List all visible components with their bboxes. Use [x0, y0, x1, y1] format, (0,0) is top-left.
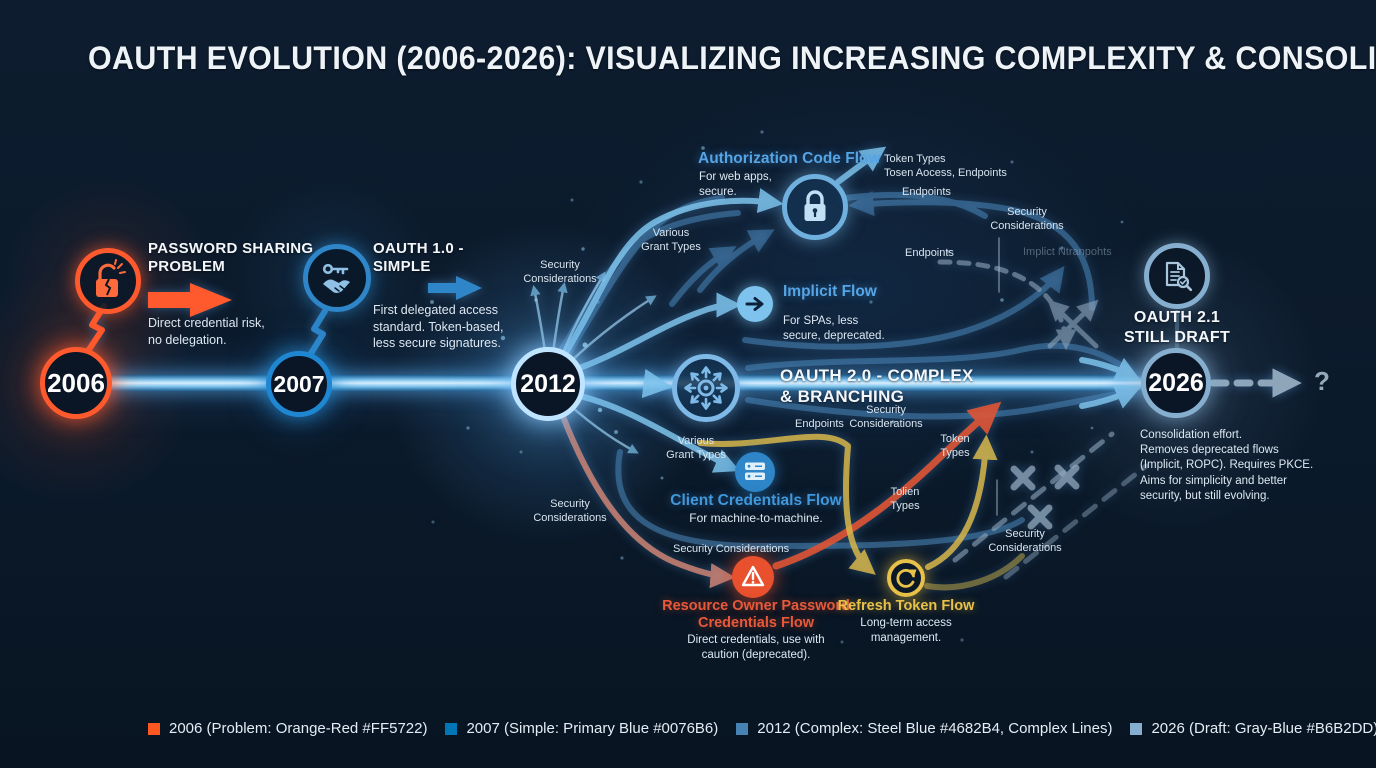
refresh-token-circle	[887, 559, 925, 597]
auth-code-circle	[782, 174, 848, 240]
milestone-2007-title: OAUTH 1.0 - SIMPLE	[373, 240, 464, 276]
milestone-2006-desc: Direct credential risk, no delegation.	[148, 316, 265, 347]
label-implicit-faded: Implict Ntranpohts	[1023, 246, 1112, 258]
flow-title-implicit: Implicit Flow	[783, 283, 877, 300]
legend-label-2007: 2007 (Simple: Primary Blue #0076B6)	[466, 720, 719, 737]
legend-label-2026: 2026 (Draft: Gray-Blue #B6B2DD)	[1151, 720, 1376, 737]
label-security-considerations: Security Considerations	[988, 528, 1062, 555]
warning-icon	[741, 565, 765, 587]
timeline-node-2012: 2012	[511, 347, 585, 421]
oauth1-arrow-icon	[428, 276, 482, 300]
broken-lock-icon	[96, 259, 126, 297]
timeline-node-2007: 2007	[266, 351, 332, 417]
icon-circle-2006	[75, 248, 141, 314]
legend-label-2006: 2006 (Problem: Orange-Red #FF5722)	[169, 720, 428, 737]
implicit-flow-circle	[737, 286, 773, 322]
year-2007: 2007	[273, 370, 325, 397]
lock-icon	[804, 190, 826, 221]
flow-desc-ropc: Direct credentials, use with caution (de…	[687, 634, 825, 662]
legend-swatch-2006	[148, 722, 160, 735]
legend-swatch-2007	[445, 722, 458, 735]
legend-swatch-2012	[736, 722, 749, 735]
year-2006: 2006	[47, 367, 105, 398]
flow-title-auth-code: Authorization Code Flow	[698, 150, 881, 167]
label-security-considerations: Security Considerations	[849, 404, 923, 431]
year-2026: 2026	[1148, 368, 1204, 397]
icon-circle-2026	[1144, 243, 1210, 309]
client-credentials-circle	[735, 452, 775, 492]
label-token-types-stacked: Token Types	[940, 433, 970, 460]
year-2012: 2012	[520, 369, 576, 398]
connector-2007	[307, 308, 328, 358]
legend-swatch-2026	[1130, 722, 1143, 735]
label-endpoints: Endpoints	[902, 186, 951, 198]
gear-branch-icon	[684, 366, 728, 410]
refresh-icon	[896, 569, 917, 588]
label-token-access-endpoints: Tosen Aocess, Endpoints	[884, 167, 1007, 179]
label-token-types: Token Types	[884, 153, 946, 165]
legend-item-2007: 2007 (Simple: Primary Blue #0076B6)	[445, 720, 718, 737]
timeline-bar	[76, 375, 1176, 391]
label-security-considerations: Security Considerations	[533, 498, 607, 525]
label-various-grant-types: Various Grant Types	[641, 227, 701, 254]
server-icon	[745, 462, 765, 480]
flow-desc-auth-code: For web apps, secure.	[699, 171, 772, 199]
future-question-mark: ?	[1314, 366, 1330, 396]
legend-item-2026: 2026 (Draft: Gray-Blue #B6B2DD)	[1130, 720, 1376, 737]
hub-circle-2012	[672, 354, 740, 422]
arrow-right-icon	[745, 297, 764, 311]
label-endpoints: Endpoints	[795, 418, 844, 430]
flow-desc-implicit: For SPAs, less secure, deprecated.	[783, 315, 885, 343]
label-security-considerations: Security Considerations	[990, 206, 1064, 233]
timeline-node-2006: 2006	[40, 347, 112, 419]
milestone-2026-title: OAUTH 2.1 STILL DRAFT	[1123, 309, 1231, 346]
timeline-node-2026: 2026	[1141, 348, 1211, 418]
milestone-2012-title: OAUTH 2.0 - COMPLEX & BRANCHING	[780, 366, 974, 406]
legend-label-2012: 2012 (Complex: Steel Blue #4682B4, Compl…	[757, 720, 1113, 737]
flow-desc-client-credentials: For machine-to-machine.	[689, 511, 823, 525]
flow-desc-refresh: Long-term access management.	[860, 617, 952, 645]
milestone-2006-title: PASSWORD SHARING PROBLEM	[148, 240, 314, 276]
problem-arrow-icon	[148, 283, 232, 317]
draft-doc-icon	[1165, 261, 1193, 292]
label-endpoints: Endpoints	[905, 247, 954, 259]
milestone-2026-desc: Consolidation effort. Removes deprecated…	[1140, 429, 1314, 502]
label-security-considerations: Security Considerations	[523, 259, 597, 286]
legend-item-2012: 2012 (Complex: Steel Blue #4682B4, Compl…	[736, 720, 1112, 737]
flow-title-refresh: Refresh Token Flow	[837, 598, 975, 614]
key-handshake-icon	[322, 263, 350, 293]
flow-title-ropc: Resource Owner Password Credentials Flow	[662, 598, 850, 632]
ropc-warning-circle	[732, 556, 774, 598]
x-mark-icons	[1010, 464, 1080, 530]
label-security-considerations-inline: Security Considerations	[673, 543, 790, 555]
legend: 2006 (Problem: Orange-Red #FF5722) 2007 …	[148, 720, 1376, 737]
milestone-2007-desc: First delegated access standard. Token-b…	[373, 303, 504, 350]
icon-circle-2007	[303, 244, 371, 312]
legend-item-2006: 2006 (Problem: Orange-Red #FF5722)	[148, 720, 427, 737]
page-title: OAUTH EVOLUTION (2006-2026): VISUALIZING…	[88, 40, 1376, 76]
label-various-grant-types: Various Grant Types	[666, 435, 726, 462]
flow-title-client-credentials: Client Credentials Flow	[670, 492, 842, 509]
label-tolien-types: Tolien Types	[890, 486, 920, 513]
